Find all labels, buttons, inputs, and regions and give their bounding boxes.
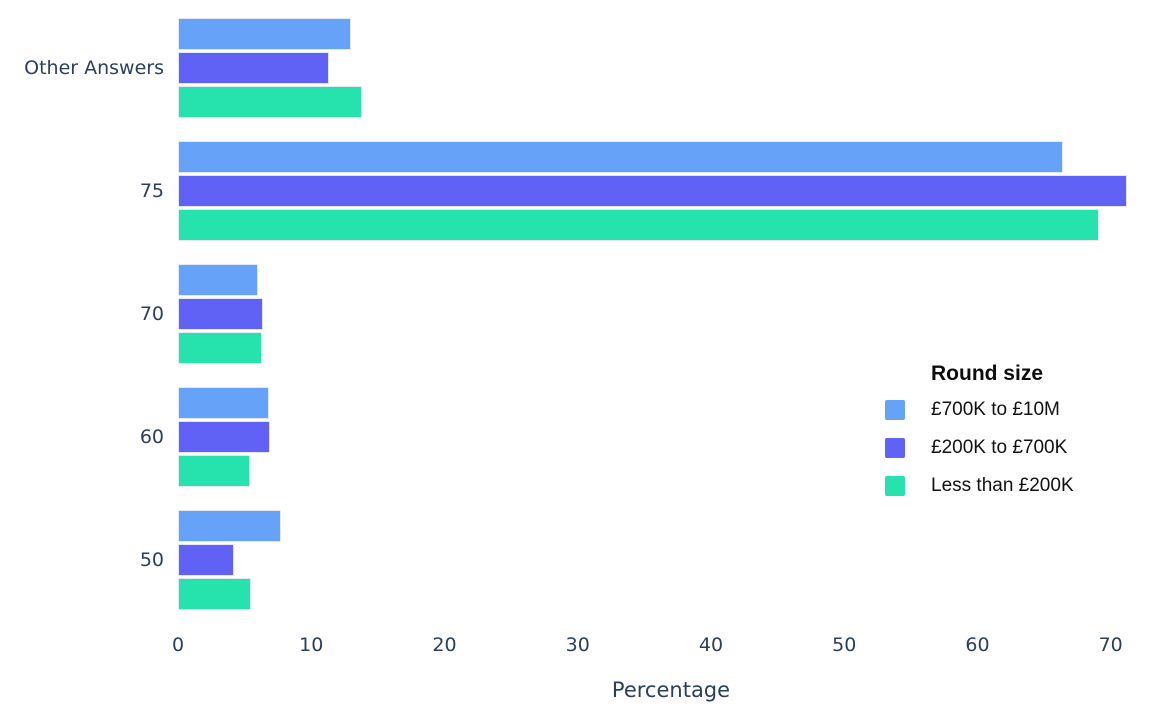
x-tick-label: 0 (171, 634, 185, 656)
bar-group: 50 (0, 510, 1164, 610)
bar-group: Other Answers (0, 18, 1164, 118)
bar[interactable] (178, 578, 252, 610)
legend-item-label: £200K to £700K (931, 437, 1068, 458)
bar-group-bars (178, 141, 1164, 241)
bar-group-bars (178, 18, 1164, 118)
bar[interactable] (178, 52, 329, 84)
category-label: 50 (139, 549, 164, 571)
legend: Round size £700K to £10M £200K to £700K Le… (885, 362, 1074, 513)
legend-swatch-icon (885, 400, 905, 420)
bar[interactable] (178, 175, 1127, 207)
category-label: Other Answers (24, 57, 164, 79)
x-axis-title: Percentage (611, 678, 731, 702)
bar-group-bars (178, 510, 1164, 610)
x-tick-label: 30 (565, 634, 590, 656)
bar[interactable] (178, 86, 362, 118)
bar[interactable] (178, 544, 234, 576)
legend-title: Round size (931, 362, 1044, 385)
bar[interactable] (178, 298, 264, 330)
x-tick-label: 40 (698, 634, 724, 656)
legend-item[interactable]: £200K to £700K (885, 437, 1074, 459)
bar[interactable] (178, 421, 270, 453)
legend-item-label: £700K to £10M (931, 399, 1060, 420)
legend-items: £700K to £10M £200K to £700K Less than £20… (885, 399, 1074, 497)
category-label: 60 (139, 426, 164, 448)
bar-group-bars (178, 264, 1164, 364)
category-label: 70 (139, 303, 164, 325)
bar[interactable] (178, 264, 258, 296)
legend-item[interactable]: Less than £200K (885, 475, 1074, 497)
bar-group: 75 (0, 141, 1164, 241)
legend-swatch-icon (885, 438, 905, 458)
x-tick-label: 10 (299, 634, 324, 656)
bar[interactable] (178, 141, 1063, 173)
x-tick-label: 60 (965, 634, 990, 656)
bar-group: 60 (0, 387, 1164, 487)
legend-swatch-icon (885, 476, 905, 496)
bar[interactable] (178, 455, 250, 487)
bar-group-bars (178, 387, 1164, 487)
bar[interactable] (178, 332, 262, 364)
category-label: 75 (139, 180, 164, 202)
x-tick-label: 70 (1098, 634, 1123, 656)
x-axis: 0 10 20 30 40 50 60 70 (172, 634, 1164, 660)
bar[interactable] (178, 18, 352, 50)
x-tick-label: 20 (432, 634, 457, 656)
legend-item-label: Less than £200K (931, 475, 1074, 496)
bar[interactable] (178, 387, 269, 419)
legend-item[interactable]: £700K to £10M (885, 399, 1074, 421)
bar[interactable] (178, 209, 1099, 241)
plot-area: Other Answers 75 70 60 50 (0, 18, 1164, 610)
x-tick-label: 50 (832, 634, 857, 656)
bar[interactable] (178, 510, 281, 542)
bar-group: 70 (0, 264, 1164, 364)
